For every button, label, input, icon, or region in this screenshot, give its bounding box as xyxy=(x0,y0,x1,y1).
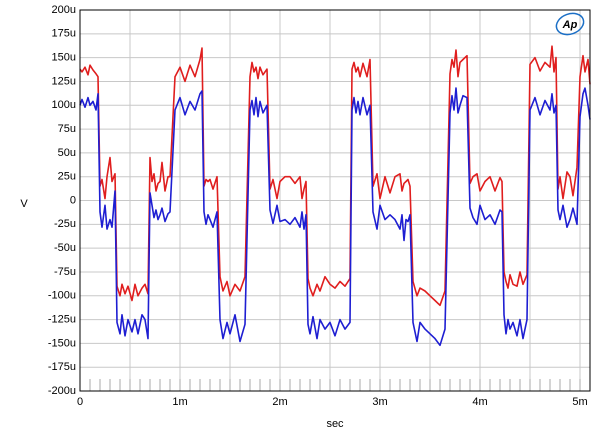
series-line-red xyxy=(79,45,591,307)
y-tick-label: -125u xyxy=(48,313,76,325)
x-axis-label: sec xyxy=(326,418,344,430)
y-tick-label: 25u xyxy=(58,171,76,183)
ap-logo: Ap xyxy=(555,12,585,36)
y-tick-label: -175u xyxy=(48,361,76,373)
x-tick-label: 5m xyxy=(572,396,587,408)
y-tick-label: -100u xyxy=(48,290,76,302)
y-tick-label: 50u xyxy=(58,147,76,159)
plot-frame xyxy=(79,9,591,392)
x-tick-labels: 0 1m 2m 3m 4m 5m xyxy=(77,396,588,408)
y-tick-labels: 200u 175u 150u 125u 100u 75u 50u 25u 0 -25u -50u -7… xyxy=(48,4,76,397)
y-tick-label: -150u xyxy=(48,337,76,349)
x-tick-label: 3m xyxy=(372,396,387,408)
y-tick-label: 75u xyxy=(58,123,76,135)
y-tick-label: 0 xyxy=(70,194,76,206)
x-tick-label: 2m xyxy=(272,396,287,408)
y-tick-label: 125u xyxy=(52,75,76,87)
x-tick-label: 4m xyxy=(472,396,487,408)
y-tick-label: 175u xyxy=(52,28,76,40)
series-line-blue xyxy=(79,87,591,347)
x-tick-label: 1m xyxy=(172,396,187,408)
y-tick-label: 100u xyxy=(52,99,76,111)
y-tick-label: -50u xyxy=(54,242,76,254)
x-tick-label: 0 xyxy=(77,396,83,408)
y-tick-label: 200u xyxy=(52,4,76,16)
y-tick-label: 150u xyxy=(52,52,76,64)
ap-logo-text: Ap xyxy=(562,19,578,31)
y-axis-label: V xyxy=(20,198,28,210)
y-tick-label: -200u xyxy=(48,385,76,397)
y-tick-label: -75u xyxy=(54,266,76,278)
series-group xyxy=(79,45,591,347)
minor-ticks xyxy=(79,379,591,391)
y-tick-label: -25u xyxy=(54,218,76,230)
